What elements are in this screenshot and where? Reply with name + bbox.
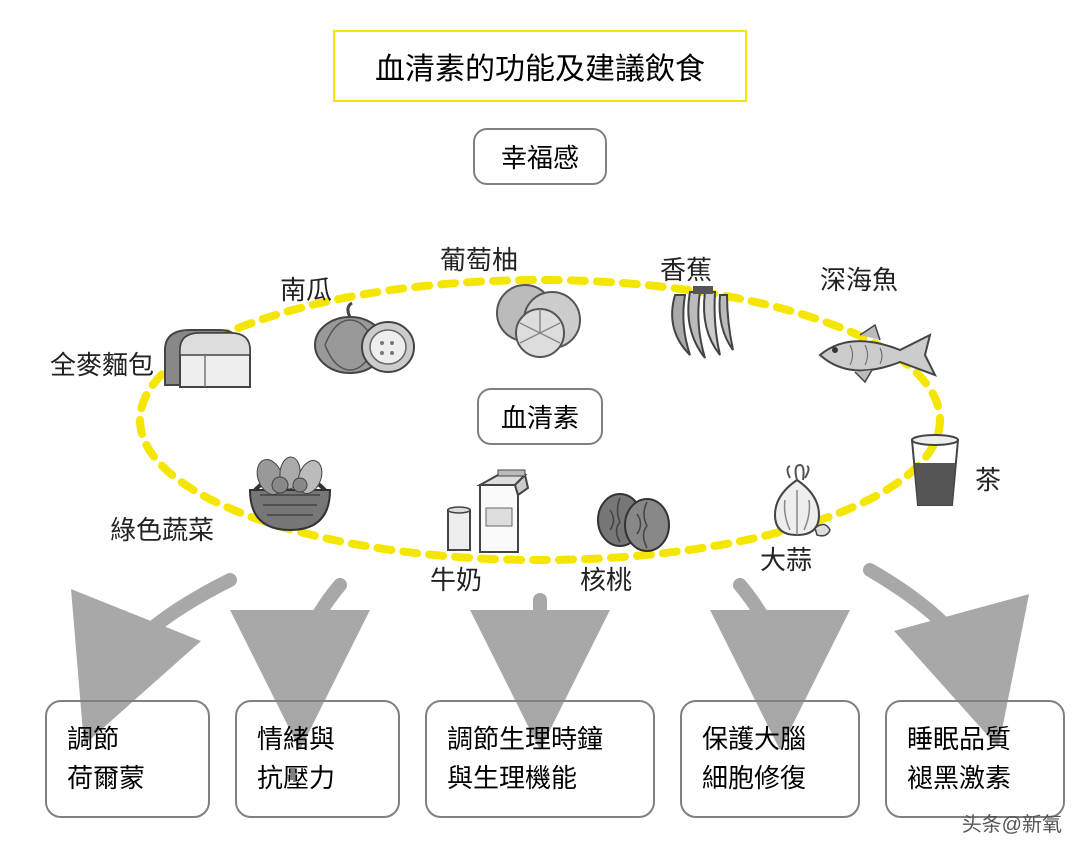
- function-line2: 荷爾蒙: [67, 763, 145, 793]
- watermark: 头条@新氧: [962, 808, 1062, 837]
- function-box-brain: 保護大腦細胞修復: [680, 700, 860, 818]
- function-box-hormone: 調節荷爾蒙: [45, 700, 210, 818]
- function-line2: 褪黑激素: [907, 763, 1011, 793]
- function-line1: 調節生理時鐘: [447, 724, 603, 754]
- function-line2: 與生理機能: [447, 763, 577, 793]
- function-arrow-4: [870, 570, 980, 680]
- function-box-clock: 調節生理時鐘與生理機能: [425, 700, 655, 818]
- function-line2: 抗壓力: [257, 763, 335, 793]
- function-line1: 保護大腦: [702, 724, 806, 754]
- function-arrow-1: [300, 585, 340, 680]
- watermark-text: 头条@新氧: [962, 814, 1062, 836]
- function-line1: 睡眠品質: [907, 724, 1011, 754]
- function-arrow-3: [740, 585, 780, 680]
- function-line1: 調節: [67, 724, 119, 754]
- function-line2: 細胞修復: [702, 763, 806, 793]
- function-box-mood: 情緒與抗壓力: [235, 700, 400, 818]
- function-arrow-0: [110, 580, 230, 680]
- function-line1: 情緒與: [257, 724, 335, 754]
- function-box-sleep: 睡眠品質褪黑激素: [885, 700, 1065, 818]
